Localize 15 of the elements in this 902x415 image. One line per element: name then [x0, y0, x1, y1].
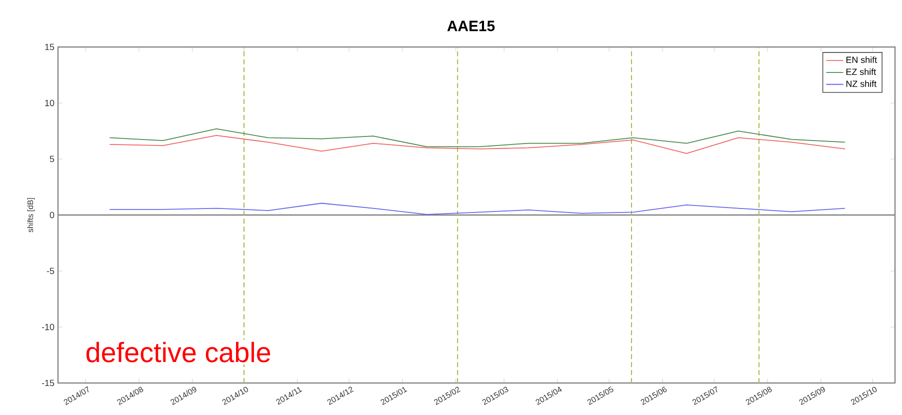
- legend-label: EN shift: [846, 56, 877, 64]
- y-tick-label: 5: [50, 156, 54, 162]
- y-tick-label: -15: [42, 380, 54, 386]
- line-series: [109, 128, 846, 148]
- y-tick-label: 10: [45, 100, 54, 106]
- line-series: [109, 202, 846, 215]
- y-tick-label: 0: [50, 212, 54, 218]
- y-tick-label: -5: [46, 268, 54, 274]
- y-tick-label: 15: [45, 44, 54, 50]
- legend-label: NZ shift: [846, 80, 876, 87]
- annotation: defective cable: [86, 342, 270, 362]
- legend-label: EZ shift: [846, 68, 876, 75]
- line-series: [109, 135, 846, 154]
- y-tick-label: -10: [42, 324, 54, 330]
- chart-title: AAE15: [447, 20, 495, 32]
